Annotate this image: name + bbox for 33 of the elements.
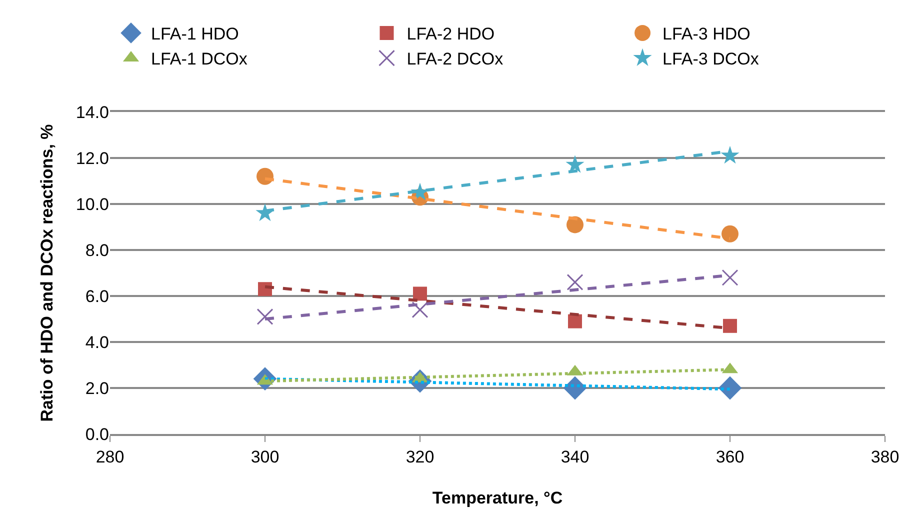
point [568,314,582,328]
point [718,376,742,400]
x-tick-label: 340 [560,447,590,466]
legend-label: LFA-3 DCOx [662,50,760,69]
point [256,308,274,325]
x-tick-label: 300 [250,447,280,466]
legend-label: LFA-3 HDO [662,24,750,44]
y-tick-label: 8.0 [85,240,109,260]
point [412,302,428,318]
y-tick-label: 6.0 [85,286,109,306]
legend-label: LFA-2 HDO [406,24,495,44]
point [413,286,427,301]
legend-label: LFA-2 DCOx [406,50,504,69]
point [566,274,584,290]
y-tick-label: 4.0 [85,332,109,352]
legend-label: LFA-1 DCOx [151,50,248,69]
point [720,146,740,164]
y-tick-label: 12.0 [76,148,109,168]
x-tick-label: 280 [96,447,124,466]
y-axis-title: Ratio of HDO and DCOx reactions, % [37,124,56,422]
y-tick-label: 14.0 [76,102,109,122]
point [722,225,738,242]
legend-label: LFA-1 HDO [151,24,239,44]
point [723,318,737,333]
point [566,155,584,173]
y-tick-label: 2.0 [85,378,109,398]
x-tick-label: 360 [716,447,744,466]
y-tick-label: 10.0 [76,194,109,214]
x-tick-label: 380 [870,447,900,466]
x-tick-label: 320 [406,447,434,466]
point [722,269,738,286]
x-axis-title: Temperature, °C [432,488,563,508]
y-tick-label: 0.0 [85,424,109,444]
